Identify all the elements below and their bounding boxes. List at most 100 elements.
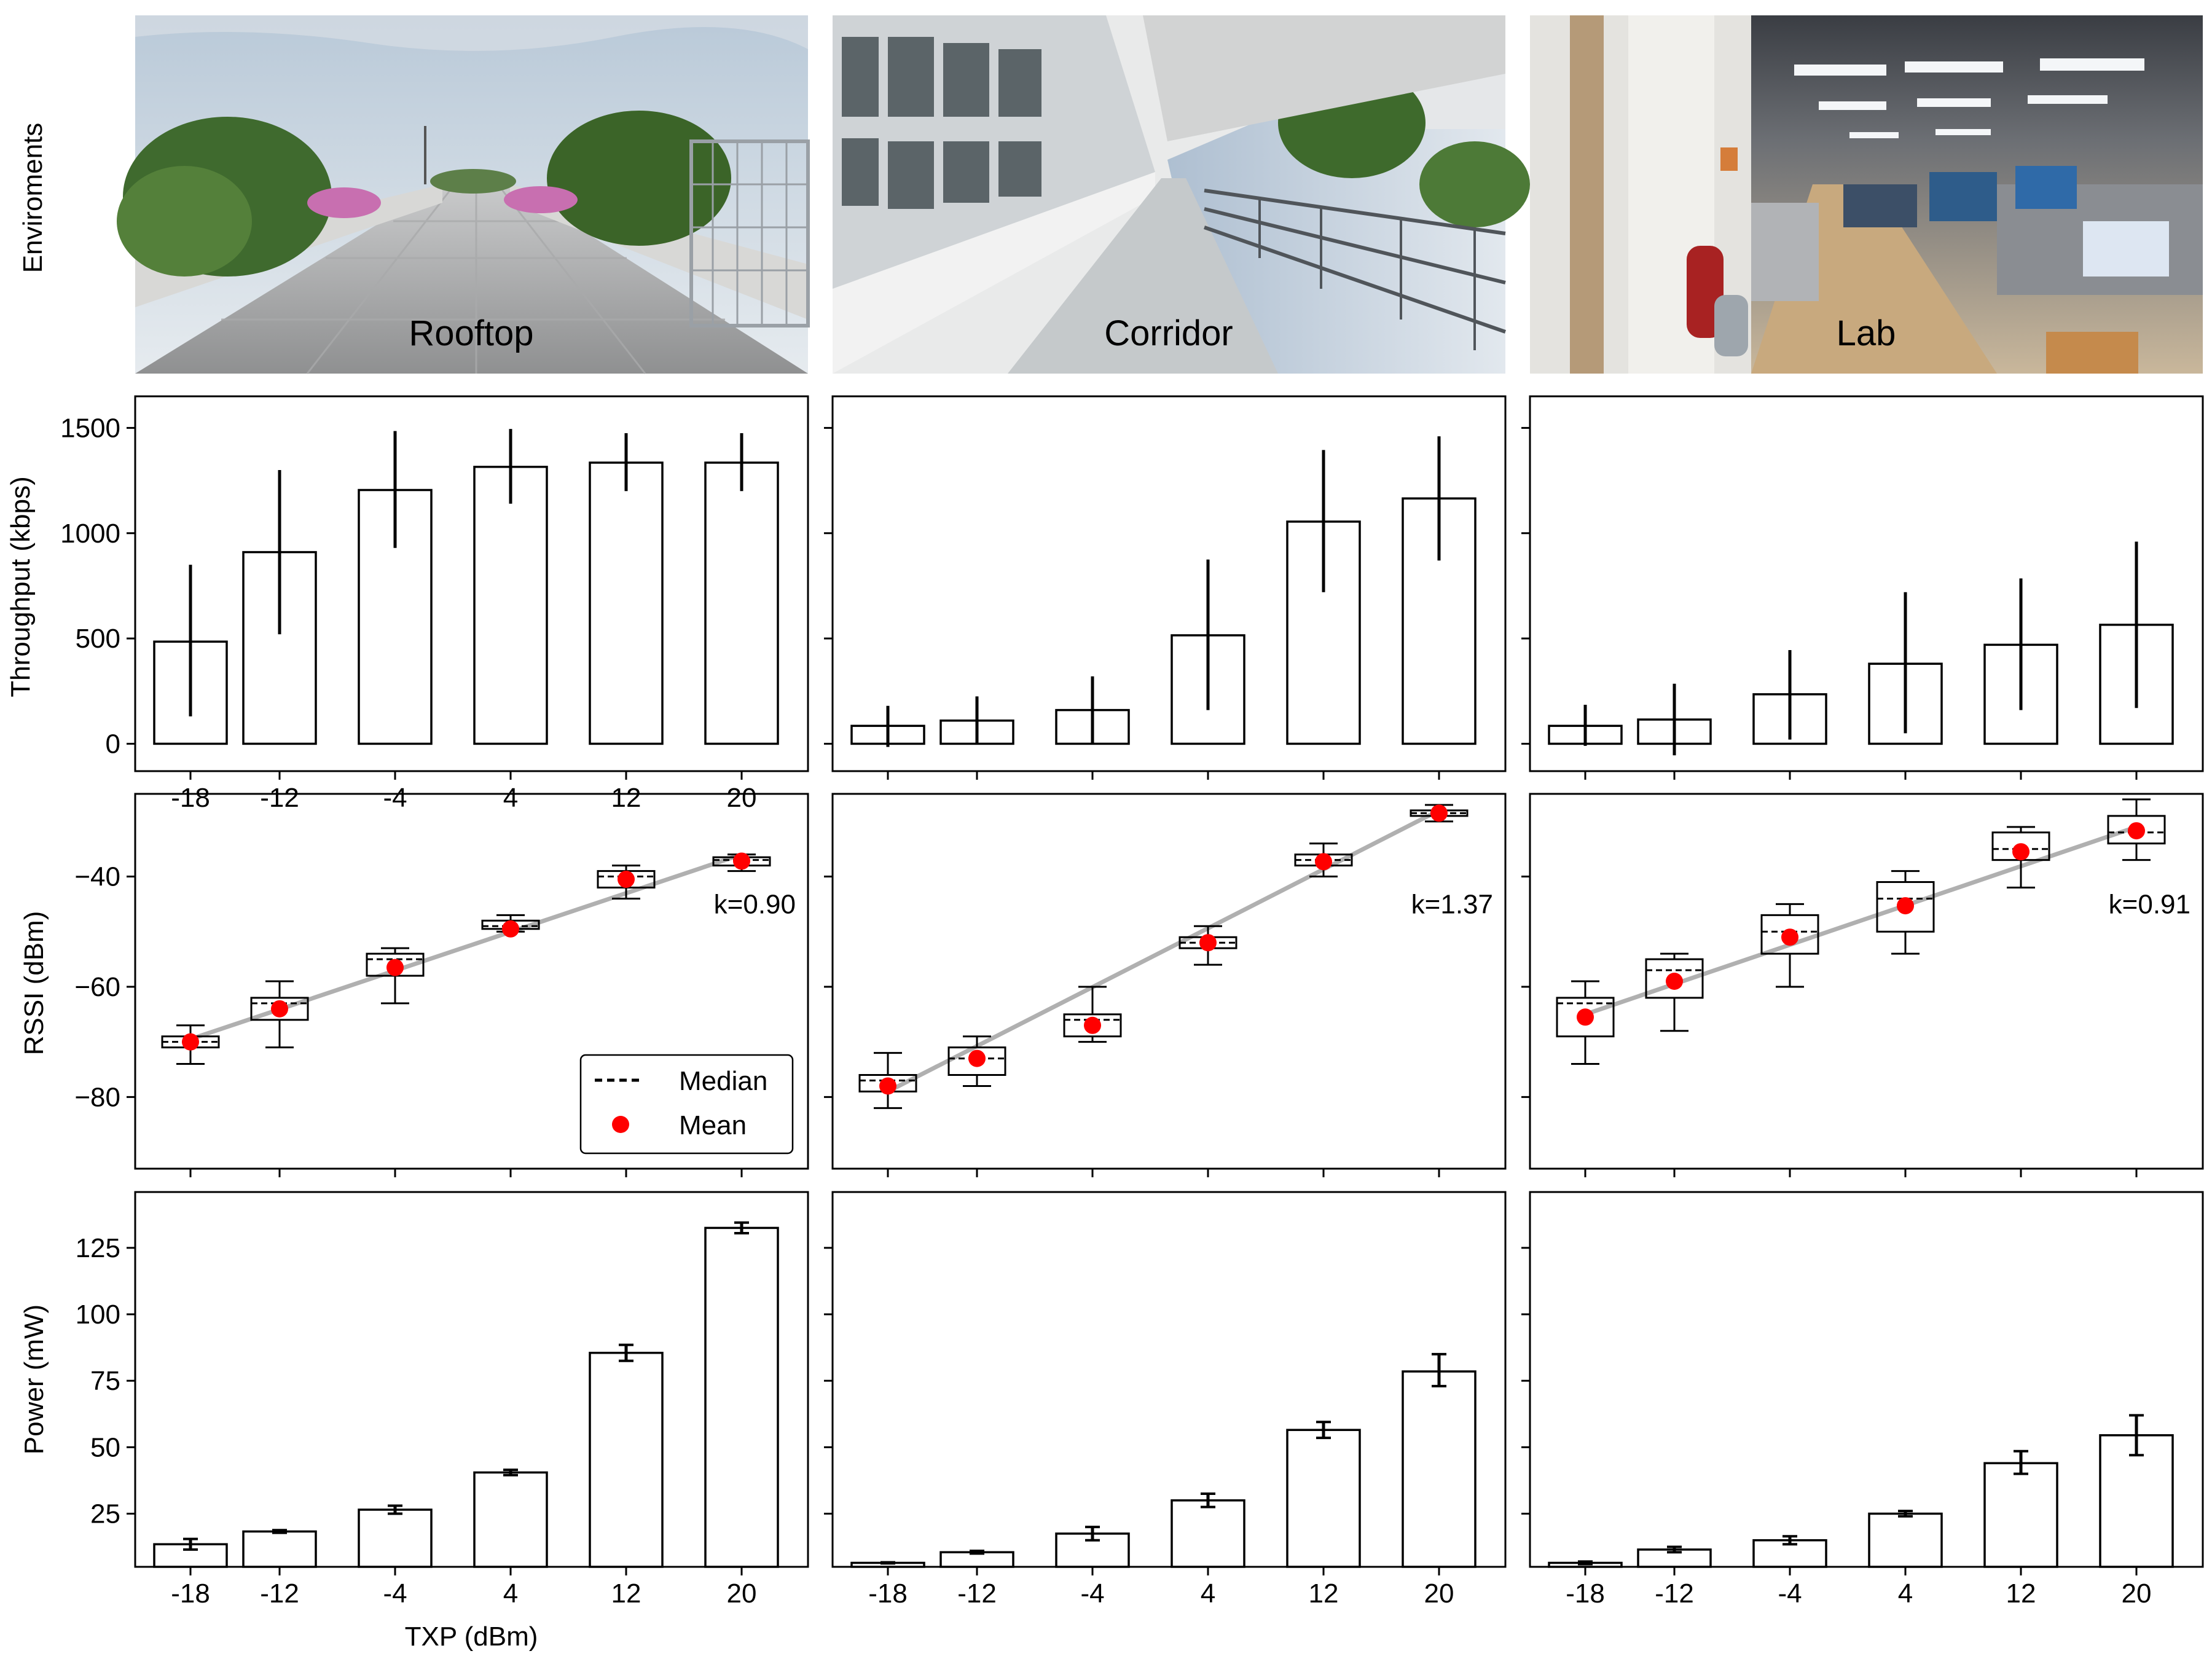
x-tick-label: 4: [1898, 1579, 1913, 1609]
x-tick-label: 4: [1201, 1579, 1215, 1609]
x-tick-label: -4: [383, 1579, 407, 1609]
x-tick-label: -18: [868, 1579, 908, 1609]
charts: -18 -12 -4 4 12 20 0 500 1000 1500 −80 −60 −40 k=0.90…: [60, 395, 2204, 1609]
mean-point: [1084, 1016, 1101, 1034]
axes-frame: [831, 1191, 1507, 1568]
x-tick-label: -12: [260, 783, 299, 813]
slope-label-corridor: k=1.37: [1411, 889, 1493, 919]
mean-point: [733, 852, 750, 870]
box-rssi-lab: [1876, 881, 1935, 933]
panel-throughput-lab: [1521, 395, 2204, 780]
mean-point: [879, 1077, 896, 1095]
axes-frame: [1529, 1191, 2204, 1568]
y-tick-label: 500: [76, 624, 120, 654]
legend-median-label: Median: [679, 1066, 767, 1096]
axes-frame: [134, 395, 809, 772]
photo-label-lab: Lab: [1837, 313, 1896, 353]
slope-label-lab: k=0.91: [2109, 889, 2190, 919]
y-tick-label: 0: [106, 729, 120, 759]
bar-power-rooftop: [358, 1508, 433, 1568]
y-tick-label: 1500: [60, 413, 120, 443]
box-rssi-corridor: [1063, 1013, 1122, 1038]
panel-power-lab: -18 -12 -4 4 12 20: [1521, 1191, 2204, 1609]
x-tick-label: -18: [171, 1579, 210, 1609]
bar-power-corridor: [1402, 1370, 1477, 1568]
x-tick-label: 4: [503, 1579, 518, 1609]
xlabel: TXP (dBm): [405, 1622, 538, 1652]
x-tick-label: 12: [611, 783, 641, 813]
bar-power-lab: [1868, 1512, 1943, 1568]
ylabel-rssi: RSSI (dBm): [19, 911, 49, 1056]
box-rssi-lab: [1760, 914, 1819, 955]
ylabel-throughput: Throughput (kbps): [6, 476, 36, 697]
photo-label-corridor: Corridor: [1104, 313, 1233, 353]
mean-point: [502, 920, 519, 938]
x-tick-label: -4: [383, 783, 407, 813]
panel-rssi-rooftop: −80 −60 −40 k=0.90: [74, 793, 809, 1177]
axes-frame: [831, 793, 1507, 1170]
mean-point: [1199, 934, 1217, 952]
mean-point: [1315, 853, 1332, 871]
y-tick-label: 1000: [60, 519, 120, 549]
box-rssi-lab: [2107, 815, 2166, 845]
bar-throughput-rooftop: [704, 461, 779, 745]
bar-throughput-rooftop: [473, 466, 548, 745]
x-tick-label: 20: [1424, 1579, 1454, 1609]
x-tick-label: 4: [503, 783, 518, 813]
y-tick-label: 25: [90, 1499, 120, 1529]
y-tick-label: −40: [74, 862, 120, 892]
x-tick-label: 20: [727, 783, 757, 813]
mean-point: [1577, 1008, 1594, 1026]
legend: Median Mean: [579, 1054, 794, 1155]
panel-throughput-corridor: [824, 395, 1507, 780]
y-tick-label: 125: [76, 1233, 120, 1263]
y-tick-label: 75: [90, 1366, 120, 1396]
mean-point: [2128, 822, 2145, 840]
bar-power-rooftop: [473, 1471, 548, 1568]
x-tick-label: 20: [2122, 1579, 2152, 1609]
mean-point: [271, 1000, 288, 1018]
y-tick-label: 100: [76, 1300, 120, 1330]
panel-rssi-lab: k=0.91: [1521, 793, 2204, 1177]
ylabel-power: Power (mW): [19, 1304, 49, 1454]
x-tick-label: -4: [1080, 1579, 1104, 1609]
panel-throughput-rooftop: -18 -12 -4 4 12 20 0 500 1000 1500: [60, 395, 809, 813]
x-tick-label: -18: [171, 783, 210, 813]
mean-point: [1430, 804, 1448, 822]
axes-frame: [1529, 395, 2204, 772]
box-rssi-corridor: [947, 1046, 1006, 1077]
fit-line-rssi-corridor: [887, 808, 1440, 1094]
bar-power-rooftop: [589, 1351, 664, 1568]
x-tick-label: 12: [2006, 1579, 2036, 1609]
bar-power-rooftop: [242, 1530, 317, 1568]
legend-mean-label: Mean: [679, 1110, 747, 1140]
legend-mean-swatch: [612, 1116, 629, 1133]
x-tick-label: 12: [611, 1579, 641, 1609]
mean-point: [1781, 928, 1798, 946]
bar-power-rooftop: [704, 1226, 779, 1568]
photo-corridor: [833, 15, 1530, 374]
x-tick-label: -12: [1655, 1579, 1694, 1609]
mean-point: [2012, 843, 2030, 861]
bar-throughput-rooftop: [589, 461, 664, 745]
panel-rssi-corridor: k=1.37: [824, 793, 1507, 1177]
bar-power-lab: [1983, 1462, 2058, 1568]
panel-power-corridor: -18 -12 -4 4 12 20: [824, 1191, 1507, 1609]
x-tick-label: -12: [260, 1579, 299, 1609]
photo-label-rooftop: Rooftop: [409, 313, 533, 353]
x-tick-label: -4: [1778, 1579, 1802, 1609]
y-tick-label: 50: [90, 1432, 120, 1462]
bar-power-corridor: [1171, 1499, 1245, 1568]
axes-frame: [134, 1191, 809, 1568]
row-label-environments: Enviroments: [18, 123, 48, 273]
mean-point: [1666, 973, 1683, 990]
mean-point: [1897, 897, 1914, 915]
box-rssi-lab: [1556, 997, 1615, 1038]
box-rssi-lab: [1645, 958, 1704, 999]
mean-point: [968, 1049, 986, 1067]
axes-frame: [831, 395, 1507, 772]
y-tick-label: −60: [74, 972, 120, 1002]
panel-power-rooftop: -18 -12 -4 4 12 20 25 50 75 100 125: [76, 1191, 809, 1609]
photo-rooftop: [117, 15, 810, 374]
